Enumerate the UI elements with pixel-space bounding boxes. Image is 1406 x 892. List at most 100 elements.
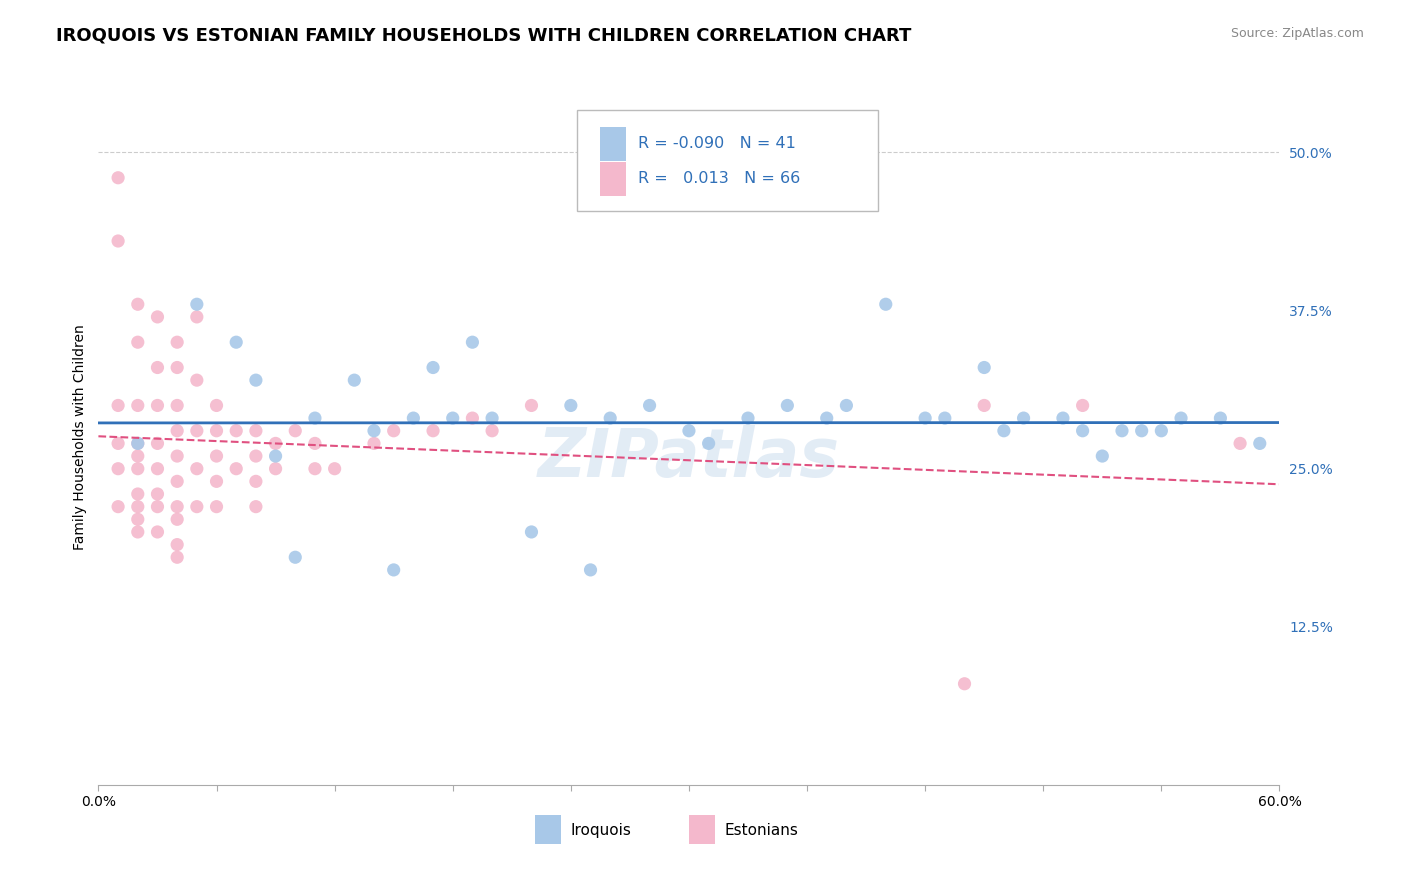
Point [146, 461, 169, 475]
Point [441, 411, 464, 425]
Point [107, 461, 129, 475]
Point [1229, 436, 1251, 450]
Point [166, 550, 188, 565]
Point [245, 500, 267, 514]
Point [127, 487, 149, 501]
Point [127, 512, 149, 526]
Point [363, 424, 385, 438]
Point [127, 297, 149, 311]
Point [186, 424, 208, 438]
Point [166, 360, 188, 375]
Text: IROQUOIS VS ESTONIAN FAMILY HOUSEHOLDS WITH CHILDREN CORRELATION CHART: IROQUOIS VS ESTONIAN FAMILY HOUSEHOLDS W… [56, 27, 911, 45]
Point [166, 399, 188, 413]
Point [776, 399, 799, 413]
Point [127, 461, 149, 475]
Point [127, 335, 149, 350]
Point [973, 360, 995, 375]
Point [225, 424, 247, 438]
Point [323, 461, 346, 475]
Point [481, 424, 503, 438]
Point [461, 335, 484, 350]
Point [166, 449, 188, 463]
Point [1012, 411, 1035, 425]
Point [107, 500, 129, 514]
Point [678, 424, 700, 438]
Point [402, 411, 425, 425]
Point [304, 436, 326, 450]
Point [1071, 424, 1094, 438]
Text: R = -0.090   N = 41: R = -0.090 N = 41 [638, 136, 796, 151]
Point [304, 461, 326, 475]
Point [186, 461, 208, 475]
Point [815, 411, 838, 425]
Point [1091, 449, 1114, 463]
Point [993, 424, 1015, 438]
Point [146, 436, 169, 450]
Point [127, 500, 149, 514]
Point [343, 373, 366, 387]
Point [264, 461, 287, 475]
Point [205, 500, 228, 514]
Point [225, 335, 247, 350]
Point [205, 399, 228, 413]
FancyBboxPatch shape [576, 110, 877, 211]
Point [1150, 424, 1173, 438]
Point [1249, 436, 1271, 450]
Point [835, 399, 858, 413]
Text: R =   0.013   N = 66: R = 0.013 N = 66 [638, 170, 800, 186]
Point [166, 424, 188, 438]
Point [914, 411, 936, 425]
Point [1052, 411, 1074, 425]
Point [382, 563, 405, 577]
Point [1130, 424, 1153, 438]
Point [166, 538, 188, 552]
Point [382, 424, 405, 438]
Point [560, 399, 582, 413]
Point [107, 170, 129, 185]
Point [186, 500, 208, 514]
Point [127, 436, 149, 450]
Bar [600, 162, 626, 195]
Point [107, 436, 129, 450]
Point [737, 411, 759, 425]
Point [363, 436, 385, 450]
Point [205, 475, 228, 489]
Point [461, 411, 484, 425]
Point [127, 399, 149, 413]
Point [107, 234, 129, 248]
Point [166, 500, 188, 514]
Point [107, 399, 129, 413]
Point [205, 424, 228, 438]
Point [638, 399, 661, 413]
Point [1071, 399, 1094, 413]
Point [422, 424, 444, 438]
Point [146, 487, 169, 501]
Point [875, 297, 897, 311]
Point [1111, 424, 1133, 438]
Point [284, 424, 307, 438]
Text: Iroquois: Iroquois [571, 822, 631, 838]
Point [264, 436, 287, 450]
Bar [600, 128, 626, 161]
Point [225, 461, 247, 475]
Point [146, 310, 169, 324]
Point [245, 475, 267, 489]
Point [934, 411, 956, 425]
Point [264, 449, 287, 463]
Point [245, 424, 267, 438]
Y-axis label: Family Households with Children: Family Households with Children [73, 324, 87, 550]
Point [127, 524, 149, 539]
Point [304, 411, 326, 425]
Text: ZIPatlas: ZIPatlas [538, 425, 839, 491]
Point [186, 310, 208, 324]
Point [1170, 411, 1192, 425]
Point [579, 563, 602, 577]
Point [146, 524, 169, 539]
Point [481, 411, 503, 425]
Text: Source: ZipAtlas.com: Source: ZipAtlas.com [1230, 27, 1364, 40]
Point [973, 399, 995, 413]
Point [245, 449, 267, 463]
Point [127, 449, 149, 463]
Point [1209, 411, 1232, 425]
Text: Estonians: Estonians [724, 822, 799, 838]
